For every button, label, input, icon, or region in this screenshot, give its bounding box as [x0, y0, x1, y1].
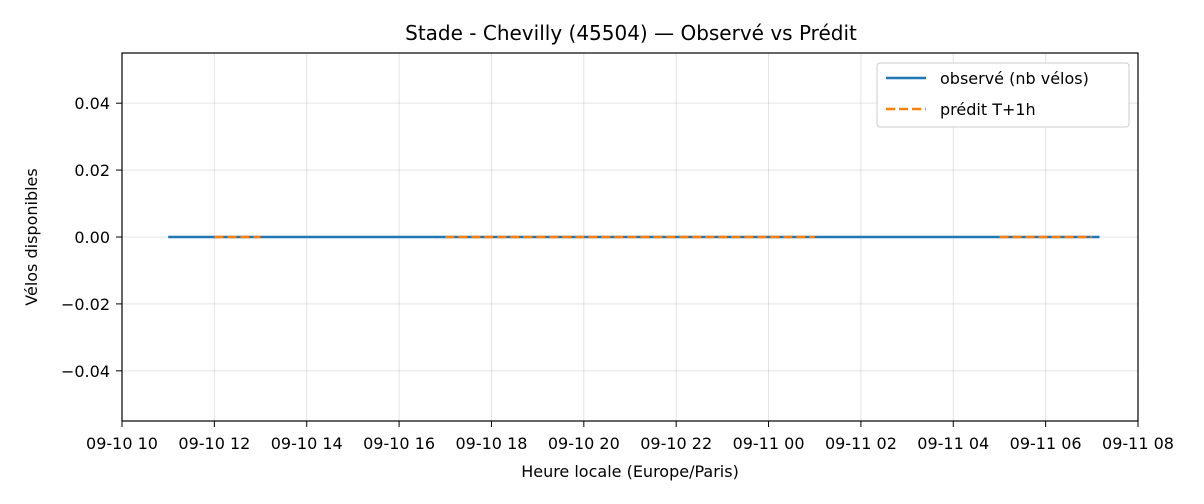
y-tick-label: −0.04 [61, 362, 110, 381]
x-tick-label: 09-11 04 [917, 434, 989, 453]
x-tick-label: 09-10 18 [455, 434, 527, 453]
x-tick-label: 09-11 08 [1102, 434, 1174, 453]
x-tick-label: 09-10 16 [363, 434, 435, 453]
x-tick-label: 09-11 06 [1010, 434, 1082, 453]
axis-ticks: 09-10 10 09-10 12 09-10 14 09-10 16 09-10 18… [61, 94, 1174, 453]
y-axis-label: Vélos disponibles [22, 168, 41, 305]
chart-title: Stade - Chevilly (45504) — Observé vs Pr… [405, 21, 857, 45]
x-tick-label: 09-10 12 [178, 434, 250, 453]
x-tick-label: 09-10 10 [86, 434, 158, 453]
y-tick-label: −0.02 [61, 295, 110, 314]
x-tick-label: 09-10 14 [271, 434, 343, 453]
x-tick-label: 09-11 00 [733, 434, 805, 453]
legend: observé (nb vélos) prédit T+1h [876, 62, 1130, 128]
y-tick-label: 0.02 [74, 161, 110, 180]
legend-label-observed: observé (nb vélos) [940, 69, 1089, 88]
legend-box [876, 62, 1130, 128]
y-tick-label: 0.04 [74, 94, 110, 113]
y-tick-label: 0.00 [74, 228, 110, 247]
x-tick-label: 09-11 02 [825, 434, 897, 453]
x-tick-label: 09-10 20 [548, 434, 620, 453]
legend-label-predicted: prédit T+1h [940, 100, 1036, 119]
x-tick-label: 09-10 22 [640, 434, 712, 453]
x-axis-label: Heure locale (Europe/Paris) [521, 462, 739, 481]
